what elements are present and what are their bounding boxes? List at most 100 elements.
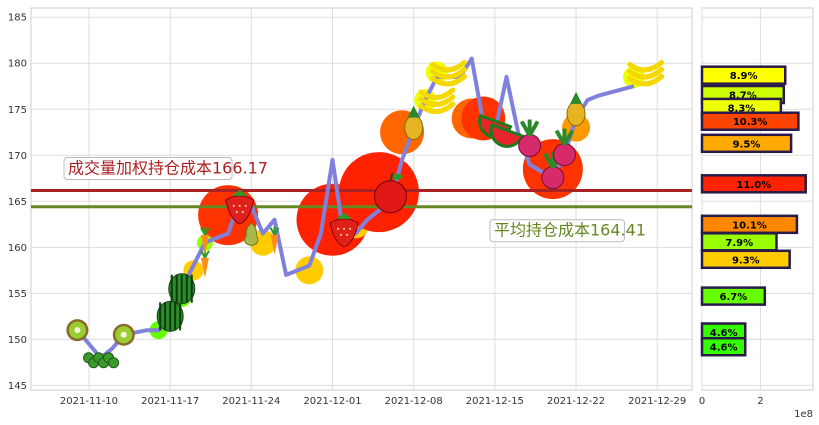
y-tick-label: 145 — [8, 381, 27, 392]
x-tick-label: 2021-12-01 — [303, 396, 361, 407]
strawberry-icon — [329, 212, 359, 248]
carrot-icon-part — [200, 257, 209, 278]
y-tick-label: 175 — [8, 105, 27, 116]
distribution-bar-label: 10.3% — [733, 117, 768, 128]
cost-label: 平均持仓成本164.41 — [494, 221, 646, 240]
main-grid — [31, 8, 692, 390]
x-tick-label: 2021-11-17 — [141, 396, 199, 407]
apple-icon-part — [389, 172, 394, 181]
side-x-tick-label: 0 — [699, 396, 705, 407]
distribution-bar — [700, 111, 800, 131]
strawberry-icon-part — [343, 227, 346, 230]
pineapple-icon-part — [570, 91, 583, 104]
banana-icon-part — [418, 94, 456, 108]
radish-icon-part — [554, 128, 575, 146]
x-tick-label: 2021-12-22 — [547, 396, 605, 407]
y-tick-label: 155 — [8, 289, 27, 300]
side-ticks: 0 2 1e8 — [699, 396, 813, 420]
distribution-bar — [700, 249, 791, 270]
distribution-bar-label: 8.9% — [730, 71, 758, 82]
strawberry-icon-part — [336, 212, 353, 219]
x-tick-label: 2021-11-10 — [60, 396, 118, 407]
strawberry-icon-part — [346, 233, 349, 236]
carrot-icon — [200, 226, 210, 255]
y-tick-label: 165 — [8, 197, 27, 208]
banana-icon-part — [418, 87, 456, 101]
distribution-bar-label: 9.3% — [732, 255, 760, 266]
radish-icon — [541, 151, 565, 190]
banana-icon-part — [429, 59, 467, 73]
distribution-bar — [700, 133, 793, 154]
x-tick-label: 2021-12-08 — [385, 396, 443, 407]
radish-icon-part — [518, 133, 542, 157]
radish-icon-part — [552, 143, 576, 167]
strawberry-icon-part — [349, 227, 352, 230]
y-tick-label: 160 — [8, 243, 27, 254]
peas-icon-part — [108, 357, 120, 369]
apple-icon — [373, 172, 407, 214]
kiwi-icon-part — [74, 327, 81, 334]
carrot-icon — [269, 226, 280, 255]
x-tick-label: 2021-11-24 — [222, 396, 280, 407]
carrot-icon-part — [269, 226, 280, 236]
banana-icon — [429, 59, 467, 87]
fruit-icons — [66, 59, 665, 369]
apple-icon-part — [373, 180, 407, 214]
strawberry-icon-part — [238, 204, 241, 207]
banana-icon-part — [627, 59, 665, 73]
radish-icon-part — [541, 166, 565, 190]
x-tick-label: 2021-12-29 — [628, 396, 686, 407]
distribution-bar-label: 4.6% — [710, 343, 738, 354]
pineapple-icon — [404, 105, 424, 141]
banana-icon-part — [627, 73, 665, 87]
strawberry-icon-part — [235, 210, 238, 213]
strawberry-icon-part — [340, 233, 343, 236]
watermelon-icon — [168, 273, 196, 305]
y-tick-label: 150 — [8, 335, 27, 346]
kiwi-icon — [66, 319, 89, 342]
distribution-bar-label: 10.1% — [732, 220, 767, 231]
distribution-bar-label: 7.9% — [725, 238, 753, 249]
carrot-icon-part — [200, 234, 209, 255]
banana-icon-part — [429, 66, 467, 80]
distribution-bars: 8.9% 8.7%8.3% 10.3% 9.5% 11.0% 10.1% 7.9% 9.3% 6… — [700, 65, 807, 357]
banana-icon-part — [418, 101, 456, 115]
distribution-bar-label: 8.7% — [729, 91, 757, 102]
strawberry-icon-part — [337, 227, 340, 230]
banana-icon — [627, 59, 665, 87]
apple-icon-part — [392, 173, 403, 180]
distribution-bar — [700, 174, 807, 194]
peas-icon — [83, 352, 120, 369]
cost-label-box — [63, 157, 233, 181]
strawberry-icon-part — [231, 189, 248, 196]
side-x-multiplier: 1e8 — [794, 409, 813, 420]
distribution-bar-label: 4.6% — [710, 328, 738, 339]
main-ticks: 2021-11-10 2021-11-17 2021-11-24 2021-12-01… — [8, 13, 686, 407]
cost-lines — [31, 189, 692, 209]
carrot-icon-part — [200, 226, 210, 236]
pineapple-icon-part — [407, 105, 420, 118]
watermelon-icon — [156, 300, 184, 332]
distribution-bar-label: 6.7% — [720, 292, 748, 303]
cost-label: 成交量加权持仓成本166.17 — [68, 159, 268, 178]
radish-icon — [518, 119, 542, 157]
side-x-tick-label: 2 — [757, 396, 763, 407]
kiwi-icon-part — [120, 331, 127, 338]
banana-icon-part — [627, 66, 665, 80]
strawberry-icon-part — [241, 210, 244, 213]
pear-icon — [244, 222, 259, 247]
distribution-bar — [700, 65, 787, 85]
radish-icon-part — [519, 119, 540, 137]
pear-icon-part — [244, 222, 259, 247]
distribution-bar-label: 11.0% — [736, 180, 771, 191]
banana-icon — [418, 87, 456, 115]
y-tick-label: 185 — [8, 13, 27, 24]
y-tick-label: 170 — [8, 151, 27, 162]
distribution-bar — [700, 286, 767, 306]
distribution-bar-label: 9.5% — [733, 139, 761, 150]
banana-icon-part — [429, 73, 467, 87]
carrot-icon-part — [270, 234, 279, 255]
cost-bubble — [295, 256, 324, 285]
pineapple-icon-part — [404, 115, 424, 141]
